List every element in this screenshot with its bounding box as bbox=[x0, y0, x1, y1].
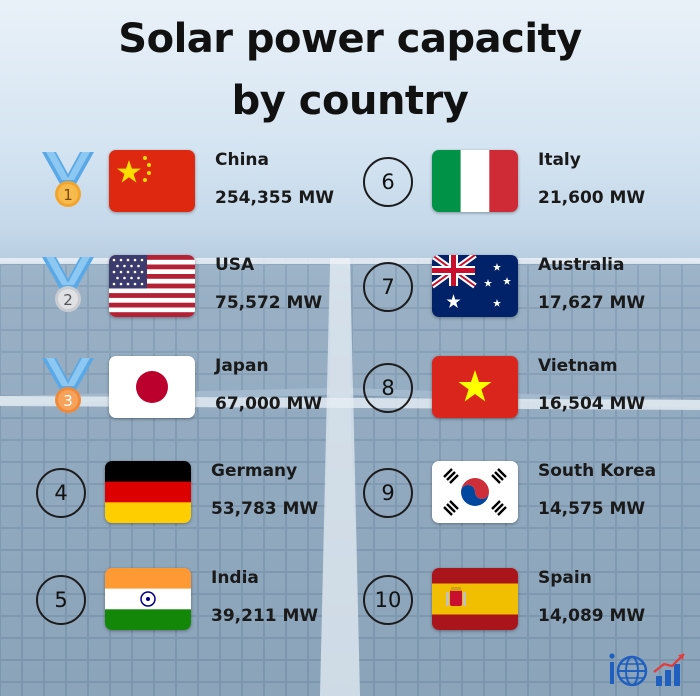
bronze-medal-icon: 3 bbox=[40, 356, 102, 422]
china-flag bbox=[109, 150, 195, 212]
ranking-entry-south-korea: 9 South Korea 14,575 MW bbox=[363, 461, 683, 527]
bar-chart-icon bbox=[653, 653, 685, 686]
germany-flag bbox=[105, 461, 191, 523]
ranking-entry-usa: 2 USA bbox=[40, 255, 360, 321]
page-subtitle: by country bbox=[231, 78, 469, 124]
ranking-entry-germany: 4 Germany 53,783 MW bbox=[36, 461, 356, 527]
australia-flag bbox=[432, 255, 518, 317]
capacity-value: 14,089 MW bbox=[538, 606, 646, 626]
country-name: Vietnam bbox=[538, 356, 618, 376]
spain-flag bbox=[432, 568, 518, 630]
country-name: Italy bbox=[538, 150, 581, 170]
capacity-value: 17,627 MW bbox=[538, 293, 646, 313]
country-name: China bbox=[215, 150, 269, 170]
india-flag bbox=[105, 568, 191, 630]
ranking-entry-australia: 7 Australia 17,627 MW bbox=[363, 255, 683, 321]
rank-number: 3 bbox=[63, 392, 73, 410]
rank-number: 1 bbox=[63, 186, 73, 204]
italy-flag bbox=[432, 150, 518, 212]
capacity-value: 75,572 MW bbox=[215, 293, 323, 313]
silver-medal-icon: 2 bbox=[40, 255, 102, 321]
country-name: Japan bbox=[215, 356, 269, 376]
ranking-entry-japan: 3 Japan 67,000 MW bbox=[40, 356, 360, 422]
ranking-entry-china: 1 China 254,355 MW bbox=[40, 150, 360, 216]
ranking-entry-italy: 6 Italy 21,600 MW bbox=[363, 150, 683, 216]
ranking-entry-vietnam: 8 Vietnam 16,504 MW bbox=[363, 356, 683, 422]
rank-number: 4 bbox=[36, 468, 86, 518]
rank-number: 6 bbox=[363, 157, 413, 207]
country-name: Spain bbox=[538, 568, 592, 588]
ranking-entry-spain: 10 Spain 14,089 MW bbox=[363, 568, 683, 634]
usa-flag bbox=[109, 255, 195, 317]
rank-number: 9 bbox=[363, 468, 413, 518]
rank-number: 8 bbox=[363, 363, 413, 413]
country-name: Germany bbox=[211, 461, 298, 481]
gold-medal-icon: 1 bbox=[40, 150, 102, 216]
japan-flag bbox=[109, 356, 195, 418]
capacity-value: 21,600 MW bbox=[538, 188, 646, 208]
capacity-value: 14,575 MW bbox=[538, 499, 646, 519]
vietnam-flag bbox=[432, 356, 518, 418]
capacity-value: 16,504 MW bbox=[538, 394, 646, 414]
country-name: South Korea bbox=[538, 461, 657, 481]
rank-number: 2 bbox=[63, 291, 73, 309]
info-globe-icon bbox=[609, 653, 648, 687]
capacity-value: 254,355 MW bbox=[215, 188, 335, 208]
capacity-value: 67,000 MW bbox=[215, 394, 323, 414]
rank-number: 7 bbox=[363, 262, 413, 312]
ranking-entry-india: 5 India 39,211 MW bbox=[36, 568, 356, 634]
brand-logo bbox=[608, 652, 688, 688]
capacity-value: 39,211 MW bbox=[211, 606, 319, 626]
capacity-value: 53,783 MW bbox=[211, 499, 319, 519]
country-name: India bbox=[211, 568, 259, 588]
south-korea-flag bbox=[432, 461, 518, 523]
page-title: Solar power capacity bbox=[118, 16, 582, 62]
rank-number: 5 bbox=[36, 575, 86, 625]
country-name: Australia bbox=[538, 255, 625, 275]
rank-number: 10 bbox=[363, 575, 413, 625]
country-name: USA bbox=[215, 255, 255, 275]
